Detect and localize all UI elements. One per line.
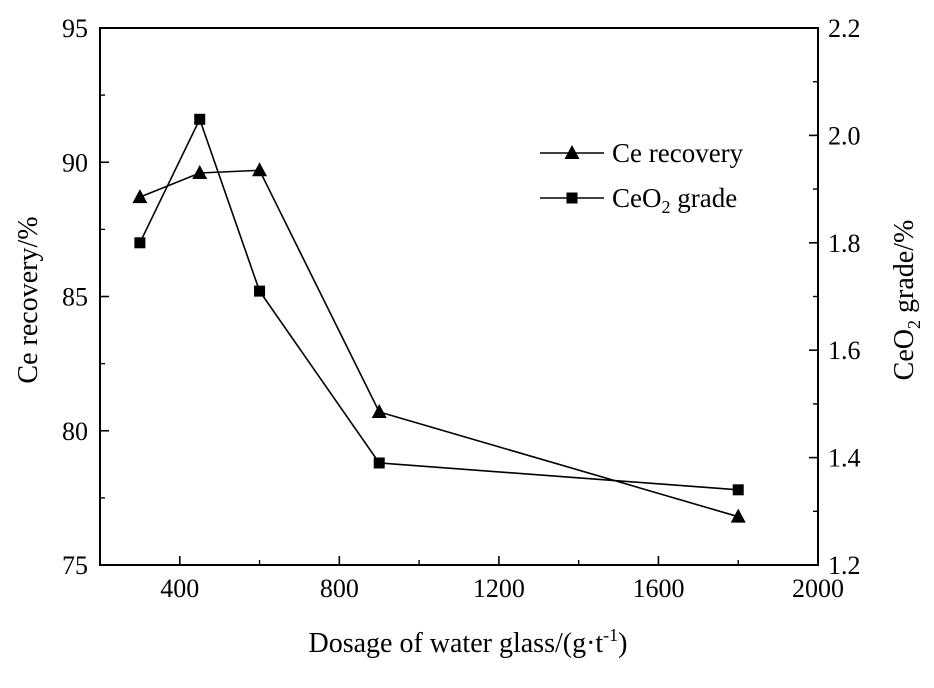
y-right-axis-title: CeO2 grade/% (889, 220, 924, 381)
triangle-point (730, 508, 746, 523)
y-right-tick-label: 1.6 (828, 336, 861, 365)
legend-marker-square (566, 192, 578, 204)
triangle-point (132, 189, 148, 204)
x-axis-title: Dosage of water glass/(g·t-1) (308, 625, 627, 659)
legend-marker-triangle (564, 145, 580, 159)
legend-ceo2-post: grade (671, 183, 738, 213)
y-right-tick-label: 2.2 (828, 14, 861, 43)
square-point (134, 237, 146, 249)
legend: Ce recovery CeO2 grade (540, 138, 744, 217)
legend-ceo2-pre: CeO (612, 183, 662, 213)
y-right-title-pre: CeO (889, 329, 920, 380)
x-tick-label: 400 (160, 574, 199, 603)
y-right-title-post: grade/% (889, 220, 920, 320)
y-left-tick-label: 90 (62, 148, 88, 177)
series-layer (132, 113, 746, 523)
y-right-title-sub: 2 (904, 320, 924, 329)
series-line-0 (139, 169, 739, 518)
y-left-tick-label: 80 (62, 417, 88, 446)
y-right-tick-label: 1.4 (828, 444, 861, 473)
legend-label-ceo2-grade: CeO2 grade (612, 183, 737, 217)
x-axis-title-end: ) (618, 628, 627, 659)
y-left-axis-title: Ce recovery/% (13, 216, 44, 383)
y-right-tick-label: 1.8 (828, 229, 861, 258)
triangle-point (252, 162, 268, 177)
triangle-point (192, 164, 208, 179)
square-point (732, 484, 744, 496)
legend-label-ce-recovery: Ce recovery (612, 138, 744, 168)
ticks: 400 800 1200 1600 2000 75 80 85 90 95 1.2 1.4 1.6 1.8… (62, 14, 861, 603)
y-left-tick-label: 75 (62, 551, 88, 580)
x-axis-title-main: Dosage of water glass/(g·t (308, 628, 603, 659)
square-point (373, 457, 385, 469)
x-tick-label: 2000 (792, 574, 844, 603)
y-right-tick-label: 2.0 (828, 121, 861, 150)
x-tick-label: 800 (320, 574, 359, 603)
y-right-tick-label: 1.2 (828, 551, 861, 580)
plot-frame (99, 27, 819, 566)
triangle-point (371, 403, 387, 418)
square-point (254, 285, 266, 297)
x-tick-label: 1200 (473, 574, 525, 603)
square-point (194, 113, 206, 125)
legend-ceo2-sub: 2 (662, 197, 671, 217)
y-left-tick-label: 85 (62, 283, 88, 312)
x-tick-label: 1600 (632, 574, 684, 603)
series-line-1 (139, 117, 739, 491)
y-left-tick-label: 95 (62, 14, 88, 43)
x-axis-title-sup: -1 (603, 625, 618, 645)
